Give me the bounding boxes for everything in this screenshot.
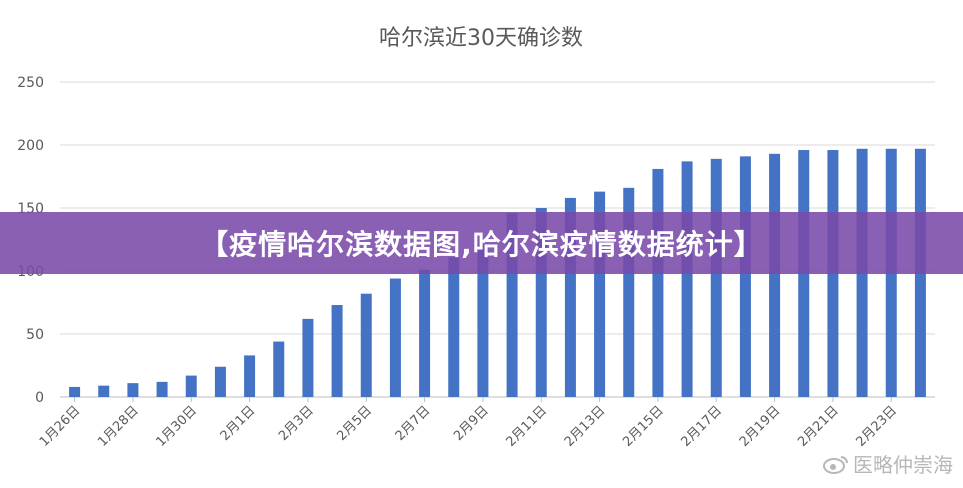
y-tick-label: 200 <box>17 138 44 154</box>
bar <box>681 161 693 397</box>
chart-title: 哈尔滨近30天确诊数 <box>379 26 583 51</box>
watermark: 医略仲崇海 <box>823 449 953 478</box>
bar <box>419 269 431 397</box>
weibo-icon <box>823 454 849 474</box>
x-tick-label: 2月21日 <box>795 403 842 450</box>
bar <box>302 318 314 397</box>
y-tick-label: 0 <box>35 390 44 406</box>
bar <box>594 191 606 397</box>
bar <box>98 385 110 397</box>
x-tick-label: 2月7日 <box>393 403 434 444</box>
bar <box>477 244 489 397</box>
bar <box>652 168 664 397</box>
x-tick-label: 2月3日 <box>276 403 317 444</box>
bar <box>127 383 139 397</box>
bar <box>623 187 635 397</box>
title-banner: 【疫情哈尔滨数据图,哈尔滨疫情数据统计】 <box>0 212 963 274</box>
bar <box>769 153 781 397</box>
y-tick-label: 50 <box>26 327 44 343</box>
bar <box>273 341 285 397</box>
bar <box>360 293 372 397</box>
bar <box>535 208 547 397</box>
bar <box>389 278 401 397</box>
bar <box>156 381 168 397</box>
x-axis: 1月26日 1月28日 1月30日 2月1日 2月3日 2月5日 2月7日 2月9日 2月11日… <box>37 397 900 450</box>
x-tick-label: 1月26日 <box>37 403 84 450</box>
bar <box>448 257 460 397</box>
bar <box>564 197 576 397</box>
bar <box>739 156 751 397</box>
x-tick-label: 2月15日 <box>620 403 667 450</box>
x-tick-label: 2月19日 <box>737 403 784 450</box>
x-tick-label: 2月9日 <box>451 403 492 444</box>
x-tick-label: 2月23日 <box>854 403 901 450</box>
bar <box>710 158 722 397</box>
y-tick-label: 250 <box>17 75 44 91</box>
bar <box>331 305 343 397</box>
x-tick-label: 2月17日 <box>679 403 726 450</box>
bar <box>214 366 226 397</box>
bar <box>244 355 256 397</box>
bar <box>185 375 197 397</box>
x-tick-label: 1月30日 <box>154 403 201 450</box>
x-tick-label: 2月11日 <box>504 403 551 450</box>
x-tick-label: 1月28日 <box>95 403 142 450</box>
x-tick-label: 2月5日 <box>334 403 375 444</box>
x-tick-label: 2月1日 <box>218 403 259 444</box>
x-tick-label: 2月13日 <box>562 403 609 450</box>
bar <box>69 386 81 397</box>
banner-text: 【疫情哈尔滨数据图,哈尔滨疫情数据统计】 <box>200 228 763 261</box>
watermark-text: 医略仲崇海 <box>853 453 953 477</box>
bar <box>506 213 518 397</box>
